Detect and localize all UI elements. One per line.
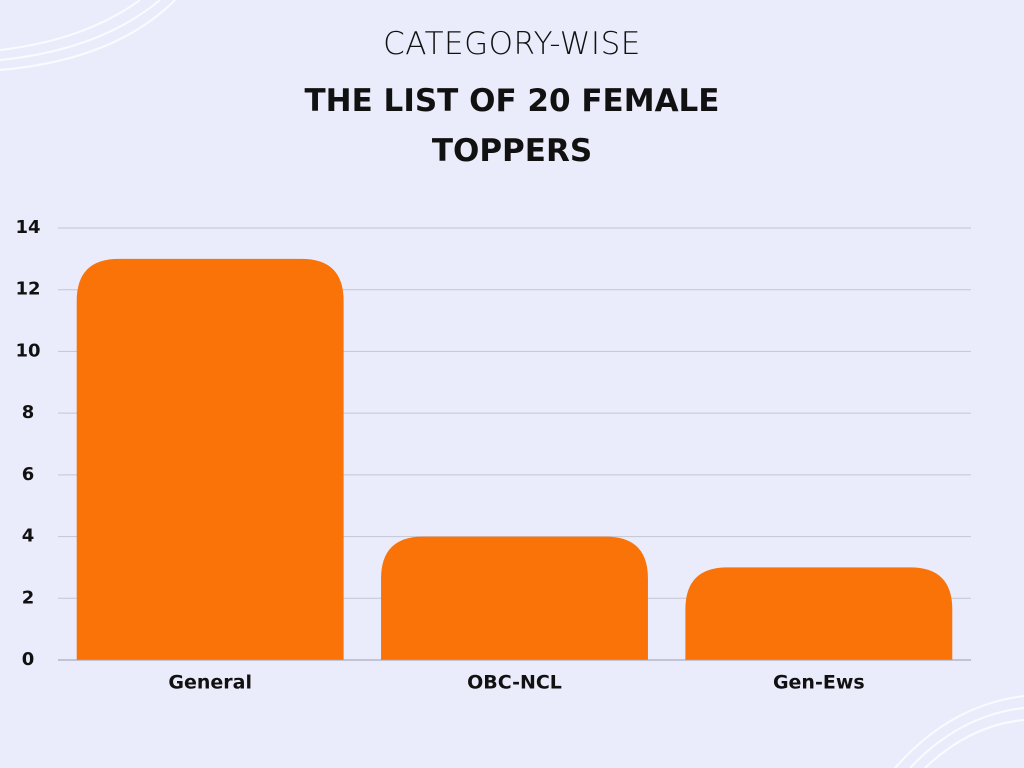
y-tick-label: 0 xyxy=(22,649,35,670)
y-tick-label: 10 xyxy=(15,340,40,361)
x-tick-label: General xyxy=(168,672,252,694)
y-tick-label: 2 xyxy=(22,587,35,608)
x-tick-label: OBC-NCL xyxy=(467,672,562,694)
y-tick-label: 8 xyxy=(22,402,35,423)
bar xyxy=(76,258,344,660)
bar xyxy=(381,536,648,660)
chart-subtitle: THE LIST OF 20 FEMALE TOPPERS xyxy=(304,83,720,169)
y-tick-label: 14 xyxy=(15,217,40,238)
y-tick-label: 12 xyxy=(15,279,40,300)
x-tick-label: Gen-Ews xyxy=(773,672,865,694)
y-tick-label: 4 xyxy=(22,526,35,547)
y-tick-label: 6 xyxy=(22,464,35,485)
bar xyxy=(685,567,953,660)
chart-title: CATEGORY-WISE xyxy=(383,26,641,62)
